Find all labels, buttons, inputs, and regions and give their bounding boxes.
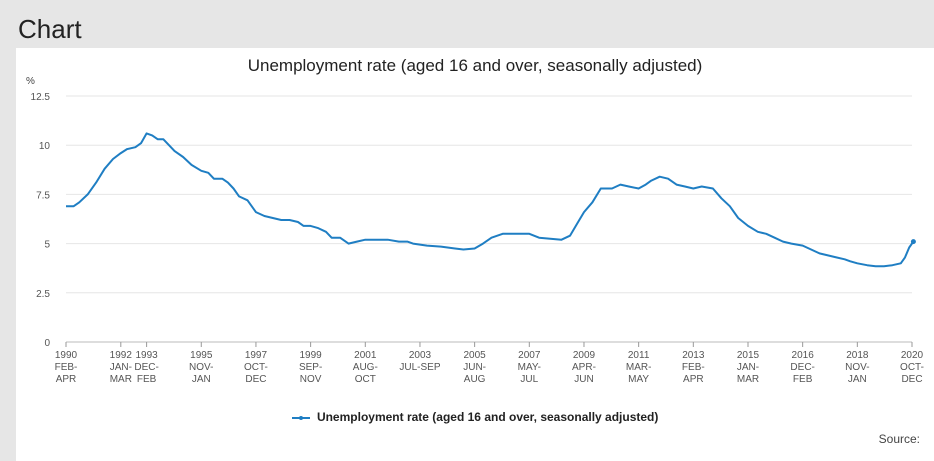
- x-tick-label: 2015 JAN-MAR: [737, 350, 760, 385]
- x-tick-label: 1992 JAN-MAR: [110, 350, 133, 385]
- x-tick-label: 1993 DEC-FEB: [134, 350, 158, 385]
- y-tick-label: 10: [39, 141, 51, 152]
- legend-label: Unemployment rate (aged 16 and over, sea…: [316, 410, 659, 424]
- x-tick-label: 1990 FEB-APR: [55, 350, 78, 385]
- y-tick-label: 0: [44, 338, 50, 349]
- series-line[interactable]: [66, 132, 915, 268]
- x-tick-label: 2005 JUN-AUG: [463, 350, 486, 385]
- legend-line-icon: [291, 415, 310, 420]
- x-tick-label: 2011 MAR-MAY: [626, 350, 652, 385]
- y-axis-unit-label: %: [26, 76, 35, 87]
- x-tick-label: 2003 JUL-SEP: [399, 350, 440, 373]
- section-title: Chart: [18, 14, 82, 44]
- legend[interactable]: Unemployment rate (aged 16 and over, sea…: [16, 410, 934, 424]
- x-tick-label: 1995 NOV-JAN: [189, 350, 213, 385]
- source-label: Source:: [878, 432, 920, 446]
- x-tick-label: 2016 DEC-FEB: [790, 350, 814, 385]
- chart-title: Unemployment rate (aged 16 and over, sea…: [247, 56, 703, 75]
- chart-panel: Unemployment rate (aged 16 and over, sea…: [16, 48, 934, 461]
- series-lines: [66, 132, 916, 268]
- y-tick-labels: 0 2.5 5 7.5 10 12.5: [31, 92, 51, 349]
- gridlines: [66, 95, 912, 343]
- series-end-point[interactable]: [910, 239, 916, 245]
- x-tick-label: 2007 MAY-JUL: [518, 350, 541, 385]
- y-tick-label: 5: [44, 240, 50, 251]
- x-tick-label: 2013 FEB-APR: [682, 350, 705, 385]
- x-tick-label: 2001 AUG-OCT: [353, 350, 378, 385]
- x-tick-label: 1997 OCT-DEC: [244, 350, 268, 385]
- y-tick-label: 12.5: [31, 92, 51, 103]
- y-tick-label: 7.5: [36, 190, 50, 201]
- x-tick-label: 2009 APR-JUN: [572, 350, 596, 385]
- x-tick-label: 2020 OCT-DEC: [900, 350, 924, 385]
- y-tick-label: 2.5: [36, 289, 50, 300]
- x-tick-label: 1999 SEP-NOV: [299, 350, 322, 385]
- x-tick-label: 2018 NOV-JAN: [845, 350, 869, 385]
